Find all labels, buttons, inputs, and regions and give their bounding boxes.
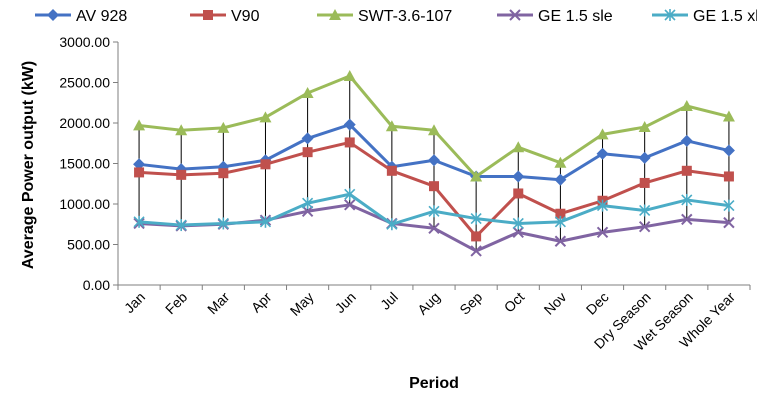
data-point: [344, 70, 356, 81]
legend-item: GE 1.5 sle: [497, 8, 613, 25]
data-point: [429, 181, 439, 191]
y-tick-label: 0.00: [83, 277, 110, 293]
data-point: [260, 159, 270, 169]
x-tick-label: Feb: [162, 289, 191, 318]
x-tick-label: Aug: [414, 289, 443, 318]
y-tick-label: 500.00: [67, 237, 110, 253]
legend-marker: [47, 9, 59, 21]
x-tick-label: Jun: [332, 289, 359, 316]
data-point: [512, 170, 524, 182]
data-point: [640, 178, 650, 188]
legend-item: AV 928: [35, 8, 127, 25]
legend-marker: [203, 10, 213, 20]
data-point: [682, 166, 692, 176]
axes: 0.00 500.00 1000.00 1500.00 2000.00 2500.00 30…: [59, 34, 750, 354]
y-tick-label: 2000.00: [59, 115, 110, 131]
data-point: [681, 100, 693, 111]
legend-label: GE 1.5 xle: [693, 8, 757, 25]
data-point: [259, 111, 271, 122]
data-point: [681, 135, 693, 147]
data-point: [345, 137, 355, 147]
legend-label: V90: [231, 8, 260, 25]
y-tick-label: 1000.00: [59, 196, 110, 212]
y-tick-label: 2500.00: [59, 75, 110, 91]
data-point: [639, 152, 651, 164]
legend-item: GE 1.5 xle: [652, 8, 757, 25]
data-point: [723, 145, 735, 157]
x-tick-label: Sep: [456, 289, 485, 318]
x-tick-label: Oct: [501, 289, 528, 316]
data-point: [724, 171, 734, 181]
data-point: [303, 147, 313, 157]
data-point: [387, 166, 397, 176]
data-point: [176, 170, 186, 180]
data-point: [513, 188, 523, 198]
x-axis-title: Period: [409, 375, 459, 392]
legend-item: SWT-3.6-107: [317, 8, 452, 25]
x-tick-label: May: [287, 289, 317, 319]
legend-label: GE 1.5 sle: [538, 8, 613, 25]
legend-label: AV 928: [76, 8, 127, 25]
series-group: [133, 70, 735, 256]
x-tick-label: Jul: [377, 289, 401, 313]
y-tick-label: 3000.00: [59, 34, 110, 50]
data-point: [428, 154, 440, 166]
legend-label: SWT-3.6-107: [358, 8, 452, 25]
x-tick-label: Nov: [541, 289, 570, 318]
data-point: [134, 167, 144, 177]
x-tick-label: Jan: [121, 289, 148, 316]
y-tick-label: 1500.00: [59, 156, 110, 172]
legend: AV 928 V90 SWT-3.6-107 GE 1.5 sle GE 1.5 xle: [35, 8, 757, 25]
x-tick-label: Dec: [583, 289, 612, 318]
y-axis-title: Average Power output (kW): [20, 61, 37, 269]
data-point: [512, 141, 524, 152]
data-point: [471, 231, 481, 241]
data-point: [302, 132, 314, 144]
x-tick-label: Apr: [248, 289, 275, 316]
legend-item: V90: [190, 8, 260, 25]
x-tick-label: Mar: [204, 289, 233, 318]
data-point: [218, 168, 228, 178]
